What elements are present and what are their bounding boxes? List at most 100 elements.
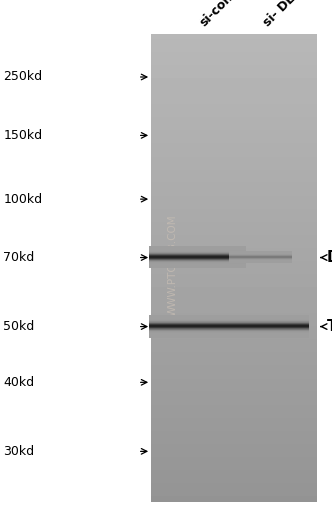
Bar	[149, 261, 246, 262]
Bar	[229, 255, 292, 256]
Bar	[149, 330, 246, 331]
Bar	[229, 255, 292, 256]
Bar	[229, 258, 292, 259]
Bar	[229, 258, 292, 259]
Bar	[229, 258, 292, 259]
Bar	[149, 328, 246, 329]
Bar	[149, 248, 246, 249]
Bar	[149, 317, 246, 318]
Text: 40kd: 40kd	[3, 376, 35, 389]
Bar	[149, 263, 246, 264]
Bar	[149, 318, 246, 319]
Bar	[212, 330, 309, 331]
Bar	[149, 315, 246, 316]
Bar	[149, 264, 246, 265]
Bar	[149, 336, 246, 337]
Bar	[229, 258, 292, 259]
Bar	[149, 333, 246, 334]
Bar	[149, 263, 246, 264]
Bar	[212, 316, 309, 318]
Bar	[149, 259, 246, 260]
Bar	[149, 261, 246, 262]
Bar	[149, 335, 246, 336]
Bar	[149, 322, 246, 323]
Text: 30kd: 30kd	[3, 445, 35, 458]
Bar	[149, 324, 246, 326]
Bar	[229, 260, 292, 261]
Bar	[229, 256, 292, 257]
Bar	[229, 257, 292, 258]
Bar	[212, 322, 309, 323]
Bar	[229, 253, 292, 254]
Bar	[212, 333, 309, 334]
Bar	[149, 261, 246, 262]
Bar	[149, 337, 246, 338]
Bar	[229, 254, 292, 255]
Bar	[149, 249, 246, 250]
Bar	[149, 326, 246, 327]
Bar	[212, 321, 309, 322]
Bar	[149, 264, 246, 266]
Bar	[149, 332, 246, 333]
Bar	[212, 328, 309, 329]
Bar	[149, 327, 246, 328]
Bar	[149, 250, 246, 251]
Bar	[149, 256, 246, 258]
Bar	[212, 318, 309, 319]
Text: DEF6: DEF6	[327, 250, 332, 265]
Bar	[229, 261, 292, 262]
Bar	[229, 257, 292, 258]
Bar	[149, 331, 246, 332]
Bar	[149, 247, 246, 248]
Bar	[212, 335, 309, 336]
Bar	[149, 321, 246, 322]
Bar	[149, 266, 246, 267]
Bar	[149, 262, 246, 263]
Bar	[212, 320, 309, 321]
Bar	[149, 267, 246, 268]
Bar	[149, 258, 246, 259]
Bar	[229, 260, 292, 261]
Bar	[229, 260, 292, 261]
Bar	[149, 331, 246, 332]
Bar	[229, 260, 292, 261]
Bar	[212, 330, 309, 331]
Bar	[229, 262, 292, 263]
Bar	[149, 315, 246, 316]
Bar	[149, 323, 246, 324]
Bar	[212, 315, 309, 316]
Bar	[229, 262, 292, 263]
Bar	[229, 261, 292, 262]
Text: si-control: si-control	[198, 0, 253, 29]
Text: Tubulin: Tubulin	[327, 319, 332, 334]
Bar	[149, 334, 246, 335]
Bar	[212, 327, 309, 328]
Bar	[212, 325, 309, 326]
Bar	[149, 246, 246, 247]
Bar	[149, 325, 246, 326]
Bar	[229, 261, 292, 262]
Bar	[212, 316, 309, 317]
Bar	[212, 333, 309, 335]
Bar	[212, 326, 309, 327]
Bar	[212, 319, 309, 320]
Bar	[149, 316, 246, 318]
Bar	[212, 331, 309, 332]
Bar	[149, 260, 246, 261]
Bar	[212, 325, 309, 326]
Bar	[149, 321, 246, 322]
Bar	[229, 254, 292, 255]
Bar	[149, 253, 246, 254]
Bar	[149, 325, 246, 326]
Bar	[149, 327, 246, 328]
Text: 70kd: 70kd	[3, 251, 35, 264]
Bar	[149, 335, 246, 336]
Bar	[149, 250, 246, 251]
Bar	[229, 261, 292, 262]
Bar	[149, 264, 246, 265]
Bar	[149, 316, 246, 317]
Bar	[149, 255, 246, 256]
Bar	[149, 252, 246, 253]
Bar	[149, 252, 246, 253]
Text: 100kd: 100kd	[3, 193, 42, 205]
